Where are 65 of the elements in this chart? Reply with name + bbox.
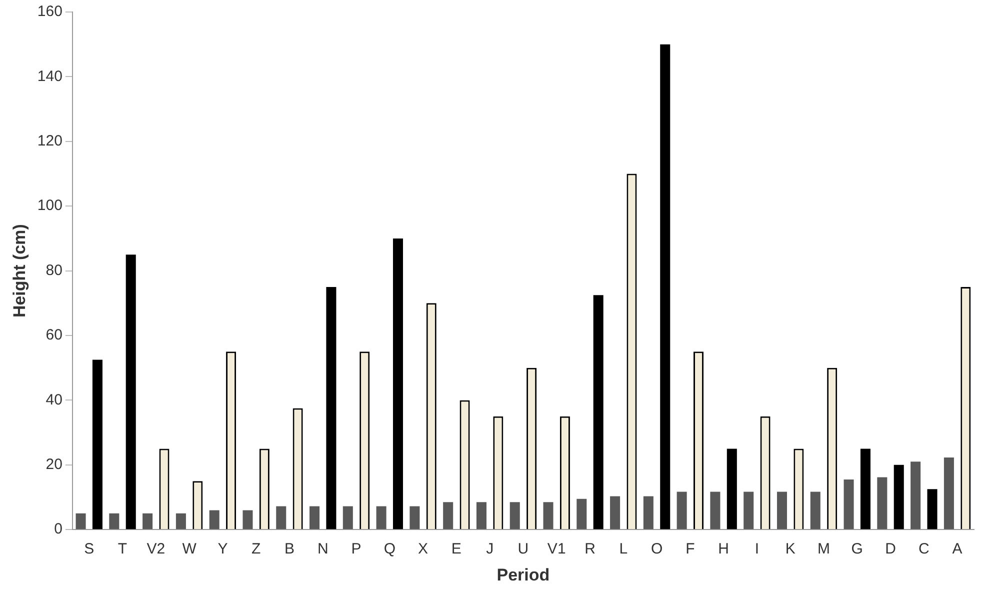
bar: [76, 513, 86, 530]
y-tick-label: 20: [46, 456, 62, 474]
bar: [543, 502, 554, 530]
bar: [276, 506, 286, 530]
bar: [576, 498, 587, 530]
x-tick-label: H: [718, 540, 729, 558]
x-tick-label: F: [686, 540, 695, 558]
x-tick-label: U: [518, 540, 529, 558]
y-tick-label: 160: [37, 3, 62, 20]
bar: [342, 506, 353, 530]
y-axis-title: Height (cm): [10, 224, 29, 318]
bar: [376, 506, 386, 530]
x-tick-label: X: [418, 540, 428, 558]
x-tick-label: G: [851, 540, 863, 558]
x-tick-label: N: [317, 540, 328, 558]
bar: [410, 506, 420, 530]
bar: [310, 506, 320, 530]
x-tick-label: D: [885, 540, 896, 558]
y-tick-label: 100: [37, 197, 62, 214]
bar: [776, 492, 788, 530]
x-axis-title: Period: [496, 565, 550, 584]
x-tick-label: T: [118, 540, 128, 558]
bar: [209, 510, 220, 530]
x-tick-label: L: [619, 540, 628, 558]
bar: [242, 510, 253, 530]
x-tick-label: I: [754, 540, 760, 558]
y-tick-label: 60: [46, 326, 62, 344]
x-tick-label: Y: [218, 540, 228, 558]
bar: [443, 502, 454, 530]
bar: [476, 502, 486, 530]
x-tick-label: P: [351, 540, 362, 558]
x-tick-label: E: [451, 540, 462, 558]
x-tick-label: C: [918, 540, 930, 558]
y-tick-label: 140: [37, 68, 62, 85]
x-tick-label: S: [84, 540, 94, 558]
x-tick-label: Q: [384, 540, 396, 558]
x-tick-label: O: [650, 540, 663, 558]
bar: [910, 462, 921, 530]
x-tick-label: K: [785, 540, 796, 558]
x-tick-label: A: [952, 540, 962, 558]
bar: [676, 492, 687, 530]
bar: [844, 479, 854, 530]
bar: [142, 513, 153, 530]
y-tick-label: 80: [46, 262, 62, 279]
y-tick-label: 40: [46, 391, 62, 408]
x-tick-label: M: [817, 540, 830, 558]
x-tick-label: V1: [547, 540, 566, 558]
bar: [610, 496, 620, 530]
bar: [744, 492, 754, 530]
bar: [643, 496, 654, 530]
bar: [710, 492, 720, 530]
x-tick-label: V2: [146, 540, 166, 558]
bar: [176, 513, 186, 530]
bar: [109, 513, 120, 530]
x-tick-label: W: [182, 540, 198, 558]
bar: [510, 502, 520, 530]
y-tick-label: 0: [54, 520, 62, 538]
bar: [877, 477, 888, 530]
x-tick-label: R: [584, 540, 596, 558]
bar: [810, 492, 820, 530]
x-tick-label: Z: [251, 540, 261, 558]
bar: [944, 457, 954, 530]
x-tick-label: B: [284, 540, 294, 558]
x-tick-label: J: [486, 540, 494, 558]
y-tick-label: 120: [37, 132, 62, 150]
